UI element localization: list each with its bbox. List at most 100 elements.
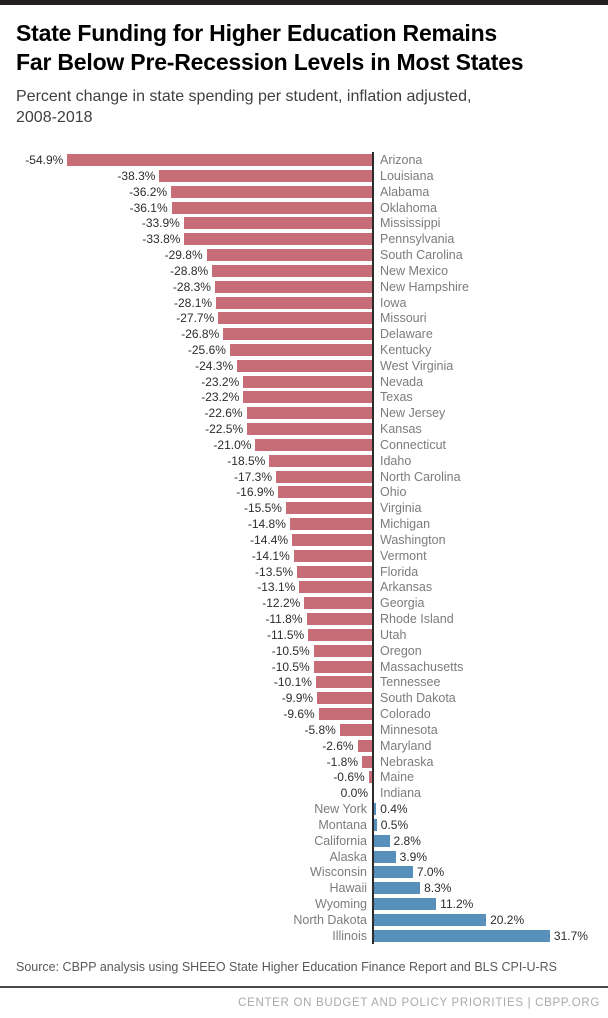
state-label: Hawaii bbox=[329, 881, 367, 896]
bar-negative bbox=[289, 518, 372, 531]
chart-row: -29.8% South Carolina bbox=[16, 247, 592, 263]
value-label: 3.9% bbox=[399, 849, 427, 864]
bar-negative bbox=[171, 201, 372, 214]
row-right-zone: 0.4% bbox=[372, 802, 592, 816]
value-label: -9.6% bbox=[283, 707, 315, 722]
bar-negative bbox=[278, 486, 372, 499]
bar-negative bbox=[292, 533, 372, 546]
bar-negative bbox=[243, 391, 372, 404]
bar-negative bbox=[255, 438, 372, 451]
state-label: Alabama bbox=[380, 184, 430, 199]
row-left-zone: -17.3% bbox=[16, 470, 372, 484]
bar-negative bbox=[304, 597, 372, 610]
chart-row: -18.5% Idaho bbox=[16, 453, 592, 469]
row-left-zone: Illinois bbox=[16, 929, 372, 943]
bar-negative bbox=[223, 328, 372, 341]
chart-row: -33.8% Pennsylvania bbox=[16, 231, 592, 247]
value-label: -15.5% bbox=[243, 501, 282, 516]
chart-row: -22.5% Kansas bbox=[16, 421, 592, 437]
chart-row: -23.2% Texas bbox=[16, 390, 592, 406]
bar-negative bbox=[159, 169, 372, 182]
chart-row: -1.8% Nebraska bbox=[16, 754, 592, 770]
chart-row: -36.2% Alabama bbox=[16, 184, 592, 200]
chart-row: -13.5% Florida bbox=[16, 564, 592, 580]
bar-negative bbox=[247, 423, 372, 436]
chart-row: -27.7% Missouri bbox=[16, 310, 592, 326]
row-right-zone: New Hampshire bbox=[372, 280, 592, 294]
chart-subtitle: Percent change in state spending per stu… bbox=[16, 87, 472, 127]
row-left-zone: -38.3% bbox=[16, 169, 372, 183]
bar-negative bbox=[362, 755, 372, 768]
row-left-zone: Hawaii bbox=[16, 881, 372, 895]
row-left-zone: 0.0% bbox=[16, 786, 372, 800]
bar-positive bbox=[374, 834, 390, 847]
row-left-zone: -14.1% bbox=[16, 549, 372, 563]
row-left-zone: -22.6% bbox=[16, 406, 372, 420]
state-label: Missouri bbox=[380, 311, 427, 326]
bar-chart: -54.9% Arizona -38.3% Louisiana -36.2% Alabam… bbox=[16, 152, 592, 944]
bar-negative bbox=[318, 708, 372, 721]
value-label: 0.4% bbox=[380, 802, 408, 817]
chart-row: -23.2% Nevada bbox=[16, 374, 592, 390]
row-right-zone: Maine bbox=[372, 770, 592, 784]
state-label: New York bbox=[314, 802, 367, 817]
chart-row: -36.1% Oklahoma bbox=[16, 200, 592, 216]
value-label: -13.5% bbox=[255, 564, 294, 579]
state-label: Rhode Island bbox=[380, 612, 454, 627]
row-right-zone: Pennsylvania bbox=[372, 232, 592, 246]
row-left-zone: -27.7% bbox=[16, 311, 372, 325]
state-label: South Dakota bbox=[380, 691, 456, 706]
bar-negative bbox=[184, 233, 372, 246]
chart-row: California 2.8% bbox=[16, 833, 592, 849]
value-label: -29.8% bbox=[164, 248, 203, 263]
bar-negative bbox=[229, 344, 372, 356]
chart-row: Hawaii 8.3% bbox=[16, 880, 592, 896]
chart-row: -11.8% Rhode Island bbox=[16, 611, 592, 627]
value-label: 0.5% bbox=[380, 817, 409, 832]
bar-negative bbox=[285, 502, 372, 515]
page-title: State Funding for Higher Education Remai… bbox=[16, 19, 592, 77]
row-left-zone: California bbox=[16, 834, 372, 848]
row-right-zone: Massachusetts bbox=[372, 660, 592, 674]
chart-row: -28.8% New Mexico bbox=[16, 263, 592, 279]
state-label: Wisconsin bbox=[310, 865, 367, 880]
page-title-line2: Far Below Pre-Recession Levels in Most S… bbox=[16, 48, 524, 75]
row-left-zone: -22.5% bbox=[16, 422, 372, 436]
value-label: -36.2% bbox=[129, 184, 168, 199]
bar-negative bbox=[214, 280, 372, 293]
bar-positive bbox=[374, 929, 550, 942]
chart-row: Montana 0.5% bbox=[16, 817, 592, 833]
row-right-zone: Iowa bbox=[372, 296, 592, 310]
row-left-zone: -28.8% bbox=[16, 264, 372, 278]
row-left-zone: -24.3% bbox=[16, 359, 372, 373]
chart-row: -14.8% Michigan bbox=[16, 516, 592, 532]
value-label: -23.2% bbox=[201, 374, 240, 389]
row-right-zone: North Carolina bbox=[372, 470, 592, 484]
chart-row: -22.6% New Jersey bbox=[16, 405, 592, 421]
state-label: Georgia bbox=[380, 596, 425, 611]
row-left-zone: -28.1% bbox=[16, 296, 372, 310]
bar-positive bbox=[374, 866, 413, 879]
bar-negative bbox=[183, 217, 372, 230]
value-label: -0.6% bbox=[333, 770, 365, 785]
row-left-zone: -13.5% bbox=[16, 565, 372, 579]
bar-negative bbox=[216, 296, 372, 309]
value-label: 2.8% bbox=[393, 833, 421, 848]
row-right-zone: Kansas bbox=[372, 422, 592, 436]
chart-row: -0.6% Maine bbox=[16, 769, 592, 785]
state-label: Ohio bbox=[380, 485, 407, 500]
bar-negative bbox=[315, 676, 372, 689]
state-label: Oklahoma bbox=[380, 200, 437, 215]
chart-row: Wisconsin 7.0% bbox=[16, 864, 592, 880]
row-right-zone: Washington bbox=[372, 533, 592, 547]
row-left-zone: -36.2% bbox=[16, 185, 372, 199]
row-left-zone: -9.9% bbox=[16, 691, 372, 705]
row-right-zone: Minnesota bbox=[372, 723, 592, 737]
state-label: New Hampshire bbox=[380, 279, 469, 294]
row-right-zone: 2.8% bbox=[372, 834, 592, 848]
row-left-zone: New York bbox=[16, 802, 372, 816]
top-accent-bar bbox=[0, 0, 608, 5]
chart-row: -21.0% Connecticut bbox=[16, 437, 592, 453]
state-label: Alaska bbox=[329, 849, 367, 864]
row-right-zone: Idaho bbox=[372, 454, 592, 468]
